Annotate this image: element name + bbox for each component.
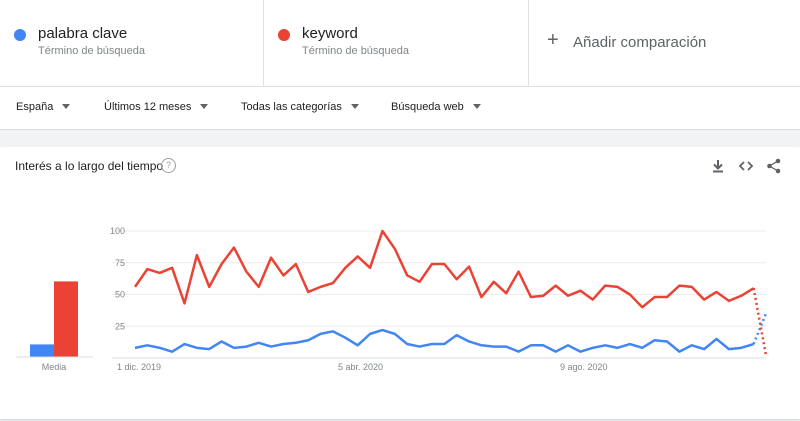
y-tick-label: 25 (115, 321, 125, 331)
interest-over-time-card: Interés a lo largo del tiempo ? 25 50 75 10… (0, 147, 800, 419)
help-icon[interactable]: ? (161, 158, 176, 173)
plus-icon: + (547, 29, 559, 51)
average-bar (30, 344, 54, 357)
share-icon[interactable] (765, 157, 783, 175)
x-tick-label: 5 abr. 2020 (338, 362, 383, 372)
average-label: Media (42, 362, 67, 372)
term-card-palabra-clave[interactable]: palabra clave Término de búsqueda (0, 0, 264, 86)
x-axis-ticks: 1 dic. 2019 5 abr. 2020 9 ago. 2020 (117, 362, 608, 372)
term-card-keyword[interactable]: keyword Término de búsqueda (264, 0, 529, 86)
y-tick-label: 100 (110, 226, 125, 236)
caret-down-icon (350, 103, 359, 109)
caret-down-icon (62, 103, 71, 109)
y-axis-ticks: 25 50 75 100 (110, 226, 125, 331)
period-value: Últimos 12 meses (104, 101, 192, 113)
add-comparison-label: Añadir comparación (573, 34, 707, 51)
region-value: España (16, 101, 54, 113)
caret-down-icon (200, 103, 209, 109)
series-line (134, 328, 754, 353)
series-lines (133, 229, 768, 356)
region-dropdown[interactable]: España (16, 101, 71, 113)
x-tick-label: 1 dic. 2019 (117, 362, 161, 372)
comparison-bar: palabra clave Término de búsqueda keywor… (0, 0, 800, 87)
interest-chart: 25 50 75 100 1 dic. 2019 5 abr. 2020 9 ago. 2… (16, 226, 768, 372)
y-tick-label: 75 (115, 258, 125, 268)
x-tick-label: 9 ago. 2020 (560, 362, 608, 372)
term-name[interactable]: keyword (302, 25, 358, 42)
category-dropdown[interactable]: Todas las categorías (241, 101, 359, 113)
average-bar (54, 281, 78, 357)
card-title: Interés a lo largo del tiempo (15, 159, 164, 173)
filter-bar: España Últimos 12 meses Todas las catego… (0, 87, 800, 130)
add-comparison-button[interactable]: + Añadir comparación (529, 0, 800, 86)
series-line-partial (752, 287, 768, 356)
caret-down-icon (472, 103, 481, 109)
series-color-dot (278, 29, 290, 41)
series-color-dot (14, 29, 26, 41)
download-icon[interactable] (709, 157, 727, 175)
term-subtitle: Término de búsqueda (38, 45, 146, 57)
period-dropdown[interactable]: Últimos 12 meses (104, 101, 209, 113)
average-bars: Media (16, 281, 93, 372)
chart-grid (112, 230, 766, 359)
term-name[interactable]: palabra clave (38, 25, 128, 42)
search-type-dropdown[interactable]: Búsqueda web (391, 101, 481, 113)
embed-icon[interactable] (737, 157, 755, 175)
series-line-partial (752, 313, 768, 345)
category-value: Todas las categorías (241, 101, 342, 113)
y-tick-label: 50 (115, 290, 125, 300)
search-type-value: Búsqueda web (391, 101, 464, 113)
term-subtitle: Término de búsqueda (302, 45, 410, 57)
series-line (133, 229, 755, 309)
